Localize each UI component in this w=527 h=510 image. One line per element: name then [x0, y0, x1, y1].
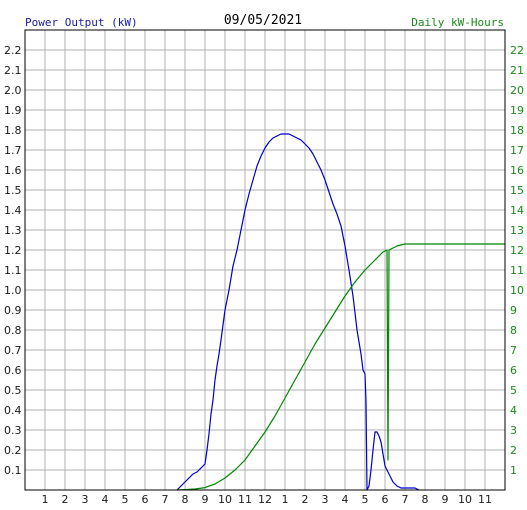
series	[176, 133, 505, 491]
y-tick-label-left: 0.2	[4, 444, 22, 457]
y-tick-label-left: 1.1	[4, 264, 22, 277]
y-tick-label-left: 0.3	[4, 424, 22, 437]
y-tick-label-left: 0.1	[4, 464, 22, 477]
x-tick-label: 4	[342, 493, 349, 506]
chart-title-date: 09/05/2021	[224, 13, 302, 28]
y-tick-label-left: 2.2	[4, 44, 22, 57]
y-tick-label-left: 1.5	[4, 184, 22, 197]
x-tick-label: 10	[458, 493, 472, 506]
x-tick-label: 5	[122, 493, 129, 506]
x-tick-label: 6	[142, 493, 149, 506]
x-tick-label: 9	[202, 493, 209, 506]
x-tick-label: 1	[42, 493, 49, 506]
x-tick-label: 4	[102, 493, 109, 506]
y-tick-label-right: 22	[510, 44, 524, 57]
y-tick-label-left: 1.4	[4, 204, 22, 217]
y-tick-label-left: 1.2	[4, 244, 22, 257]
x-tick-label: 7	[402, 493, 409, 506]
y-tick-label-right: 9	[510, 304, 517, 317]
y-tick-label-right: 6	[510, 364, 517, 377]
y-tick-label-right: 17	[510, 144, 524, 157]
x-tick-label: 10	[218, 493, 232, 506]
x-tick-label: 3	[322, 493, 329, 506]
y-tick-label-left: 2.1	[4, 64, 22, 77]
grid	[25, 30, 505, 490]
y-tick-label-right: 4	[510, 404, 517, 417]
y-tick-label-left: 0.9	[4, 304, 22, 317]
y-axis-title-right: Daily kW-Hours	[411, 16, 504, 29]
y-tick-label-right: 14	[510, 204, 524, 217]
y-tick-label-right: 1	[510, 464, 517, 477]
power-series-line	[176, 133, 420, 491]
axes: 0.1 0.2 0.3 0.4 0.5 0.6 0.7 0.8 0.9 1.0 1.1 1.2 1.3 1…	[4, 29, 524, 506]
x-tick-label: 3	[82, 493, 89, 506]
y-tick-label-right: 7	[510, 344, 517, 357]
x-tick-label: 1	[282, 493, 289, 506]
y-tick-label-left: 1.8	[4, 124, 22, 137]
y-tick-label-right: 15	[510, 184, 524, 197]
y-tick-label-right: 2	[510, 444, 517, 457]
x-tick-label: 9	[442, 493, 449, 506]
y-axis-title-left: Power Output (kW)	[25, 16, 138, 29]
y-tick-label-left: 1.0	[4, 284, 22, 297]
y-tick-label-right: 8	[510, 324, 517, 337]
x-tick-label: 8	[422, 493, 429, 506]
y-tick-label-right: 13	[510, 224, 524, 237]
y-tick-label-left: 0.8	[4, 324, 22, 337]
y-tick-label-right: 11	[510, 264, 524, 277]
x-tick-label: 8	[182, 493, 189, 506]
y-tick-label-right: 5	[510, 384, 517, 397]
x-tick-label: 2	[302, 493, 309, 506]
x-tick-label: 11	[478, 493, 492, 506]
x-tick-label: 11	[238, 493, 252, 506]
y-tick-label-left: 1.7	[4, 144, 22, 157]
y-tick-label-right: 16	[510, 164, 524, 177]
y-tick-label-left: 2.0	[4, 84, 22, 97]
y-tick-label-right: 19	[510, 104, 524, 117]
x-tick-label: 7	[162, 493, 169, 506]
y-tick-label-left: 1.6	[4, 164, 22, 177]
y-tick-label-right: 12	[510, 244, 524, 257]
x-tick-label: 2	[62, 493, 69, 506]
y-tick-label-left: 0.6	[4, 364, 22, 377]
x-tick-label: 12	[258, 493, 272, 506]
y-tick-label-right: 21	[510, 64, 524, 77]
y-tick-label-left: 0.5	[4, 384, 22, 397]
x-tick-label: 5	[362, 493, 369, 506]
y-tick-label-right: 18	[510, 124, 524, 137]
energy-series-line	[176, 243, 505, 491]
y-tick-label-left: 1.9	[4, 104, 22, 117]
y-tick-label-right: 20	[510, 84, 524, 97]
y-tick-label-right: 3	[510, 424, 517, 437]
y-tick-label-left: 0.7	[4, 344, 22, 357]
y-tick-label-left: 0.4	[4, 404, 22, 417]
plot-frame	[24, 29, 506, 491]
y-tick-label-left: 1.3	[4, 224, 22, 237]
x-tick-label: 6	[382, 493, 389, 506]
y-tick-label-right: 10	[510, 284, 524, 297]
